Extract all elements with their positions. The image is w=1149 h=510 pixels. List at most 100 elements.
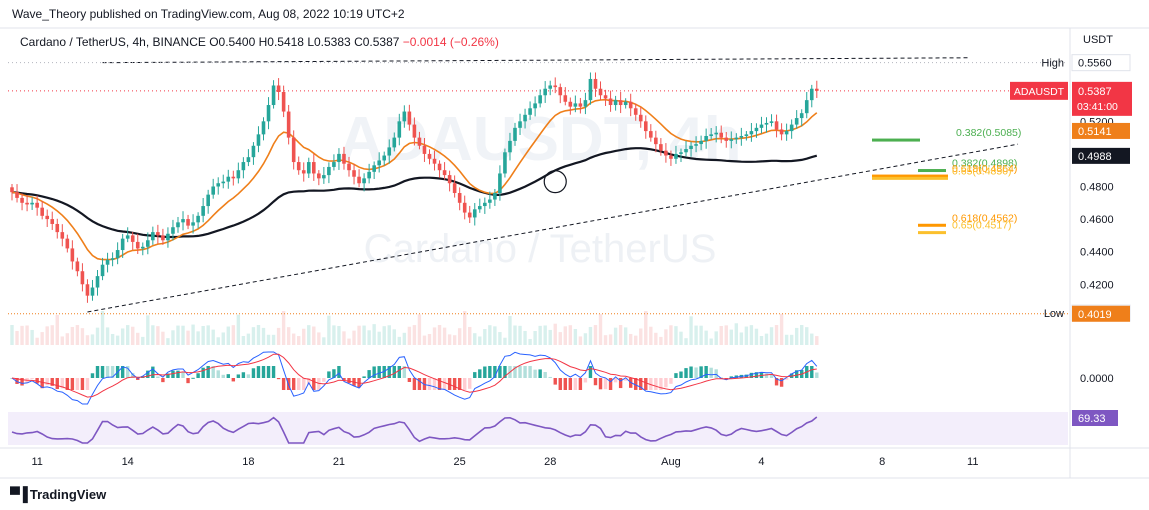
macd-histogram-bar	[131, 372, 135, 378]
volume-bar	[513, 325, 517, 345]
candle-body	[276, 85, 281, 92]
macd-histogram-bar	[704, 366, 708, 378]
candle-body	[659, 144, 663, 151]
macd-histogram-bar	[216, 370, 220, 378]
volume-bar	[447, 334, 452, 345]
macd-histogram-bar	[769, 374, 774, 378]
candle-body	[508, 140, 512, 153]
volume-bar	[20, 325, 24, 345]
macd-histogram-bar	[548, 376, 552, 378]
macd-histogram-bar	[815, 372, 819, 378]
macd-histogram-bar	[291, 378, 296, 390]
volume-bar	[367, 330, 371, 345]
volume-bar	[749, 325, 754, 345]
fib-level-bar	[872, 174, 948, 178]
macd-line	[11, 351, 818, 405]
volume-bar	[141, 336, 145, 345]
fib-level-label: 0.382(0.5085)	[956, 127, 1021, 139]
rsi-pane: 69.33	[8, 410, 1118, 445]
volume-bar	[442, 327, 447, 345]
macd-histogram-bar	[407, 378, 412, 382]
candle-body	[407, 111, 412, 125]
macd-histogram-bar	[473, 372, 477, 378]
volume-bar	[463, 311, 467, 345]
fib-levels: 0.382(0.5085)0.382(0.4898)0.618(0.4864)0…	[872, 127, 1021, 235]
macd-histogram-bar	[171, 370, 175, 378]
macd-histogram-bar	[503, 366, 507, 378]
macd-histogram-bar	[810, 366, 814, 378]
macd-histogram-bar	[307, 378, 311, 386]
candle-body	[166, 233, 170, 241]
macd-histogram-bar	[533, 369, 537, 378]
candle-body	[488, 199, 492, 203]
volume-bar	[125, 325, 130, 345]
macd-histogram-bar	[493, 366, 497, 378]
macd-histogram-bar	[754, 372, 759, 378]
macd-histogram-bar	[553, 378, 557, 385]
macd-pane	[10, 351, 819, 405]
volume-bar	[80, 328, 85, 345]
volume-bar	[452, 335, 457, 345]
macd-histogram-bar	[161, 378, 165, 383]
macd-histogram-bar	[55, 378, 59, 390]
ema-value-box	[1072, 122, 1130, 139]
volume-bar	[784, 334, 789, 345]
tradingview-logo[interactable]: ▀▐ TradingView	[10, 486, 106, 502]
volume-bar	[171, 330, 175, 345]
candle-body	[437, 163, 442, 171]
volume-bar	[196, 331, 200, 345]
volume-bar	[317, 332, 321, 345]
candle-body	[538, 95, 542, 104]
candle-body	[573, 103, 578, 107]
candle-body	[654, 137, 658, 145]
volume-bar	[805, 327, 809, 345]
candle-body	[296, 162, 301, 171]
candle-body	[110, 258, 115, 260]
candle-body	[608, 98, 613, 106]
candle-body	[30, 202, 34, 205]
volume-bar	[291, 333, 296, 345]
macd-histogram-bar	[468, 378, 472, 389]
candle-body	[794, 118, 799, 125]
macd-histogram-bar	[613, 378, 618, 383]
macd-signal-line	[11, 353, 817, 398]
fib-level-bar	[918, 231, 946, 235]
volume-bar	[694, 325, 698, 345]
volume-bar	[337, 325, 341, 345]
volume-bar	[110, 333, 115, 345]
volume-bar	[588, 326, 593, 345]
candle-body	[226, 176, 231, 182]
candle-body	[231, 176, 236, 179]
candle-body	[236, 170, 241, 179]
volume-bar	[206, 325, 210, 345]
macd-histogram-bar	[387, 366, 391, 378]
macd-histogram-bar	[60, 378, 64, 389]
macd-histogram-bar	[634, 378, 638, 390]
candle-body	[769, 121, 774, 123]
candle-body	[764, 122, 769, 125]
candle-body	[130, 235, 135, 242]
candle-body	[332, 162, 336, 167]
volume-bar	[60, 336, 64, 345]
volume-bar	[226, 326, 230, 345]
candle-body	[120, 238, 125, 251]
macd-histogram-bar	[347, 378, 351, 384]
candle-body	[387, 147, 392, 156]
volume-bar	[412, 325, 417, 345]
volume-bar	[598, 314, 603, 345]
macd-histogram-bar	[110, 366, 115, 378]
volume-bar	[115, 335, 120, 345]
candle-body	[628, 101, 633, 109]
macd-histogram-bar	[538, 369, 542, 378]
candle-body	[714, 132, 718, 135]
candle-body	[638, 114, 643, 122]
volume-bar	[402, 332, 407, 345]
last-price-label: 0.5387	[1078, 86, 1112, 98]
candle-body	[45, 215, 50, 220]
price-tick-label: 0.4400	[1080, 247, 1114, 259]
macd-histogram-bar	[603, 378, 608, 390]
volume-bar	[15, 330, 19, 345]
volume-bar	[709, 338, 713, 345]
candle-body	[427, 153, 432, 159]
